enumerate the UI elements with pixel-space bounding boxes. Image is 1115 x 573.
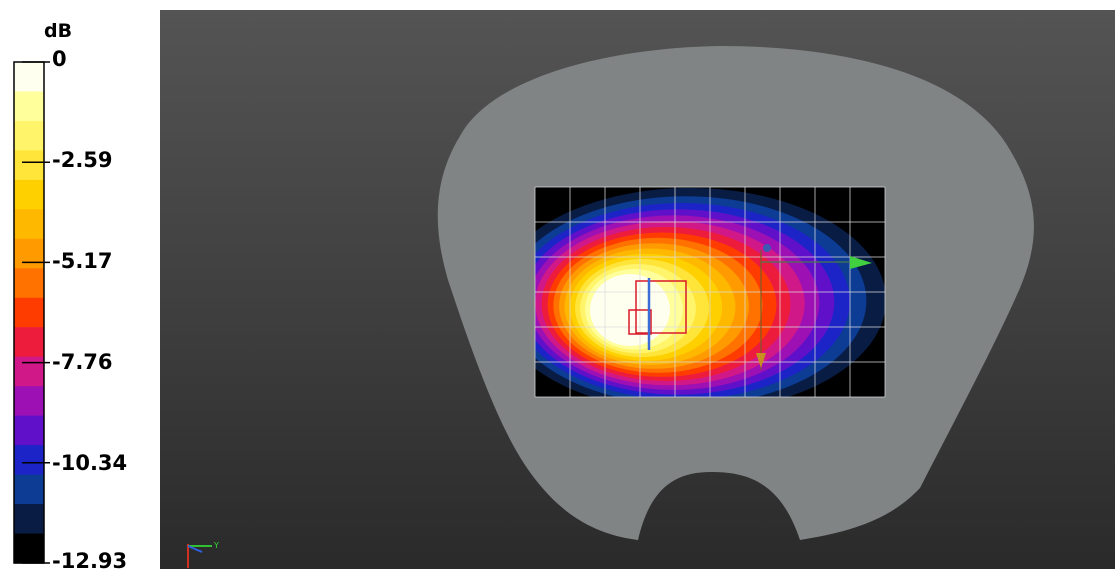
colorbar-band — [14, 386, 44, 417]
colorbar-band — [14, 327, 44, 358]
colorbar-legend: dB 0 -2.59 -5.17 -7.76 -10.34 -12.93 — [0, 0, 160, 573]
scan-grid — [534, 186, 886, 398]
phantom-scene[interactable] — [160, 10, 1115, 569]
colorbar-band — [14, 238, 44, 269]
colorbar-unit: dB — [44, 20, 73, 42]
axis-y-label: Y — [213, 541, 219, 550]
colorbar-tick-3: -7.76 — [52, 350, 113, 374]
device-antenna-outline — [628, 309, 652, 335]
colorbar-band — [14, 209, 44, 240]
colorbar-band — [14, 445, 44, 476]
colorbar-tick-1: -2.59 — [52, 148, 113, 172]
x-axis-arrow — [850, 256, 872, 269]
colorbar-band — [14, 120, 44, 152]
orientation-axes-icon: Y — [187, 541, 219, 568]
colorbar-band — [14, 268, 44, 299]
3d-viewport[interactable]: Y — [160, 10, 1115, 569]
colorbar-band — [14, 297, 44, 328]
colorbar — [13, 61, 50, 564]
y-axis-arrow — [756, 353, 766, 368]
colorbar-tick-4: -10.34 — [52, 451, 128, 475]
peak-marker — [763, 244, 771, 252]
colorbar-band — [14, 356, 44, 387]
colorbar-tick-0: 0 — [52, 47, 67, 71]
colorbar-band — [14, 150, 44, 181]
colorbar-band — [14, 504, 44, 535]
colorbar-band — [14, 533, 44, 564]
colorbar-tick-2: -5.17 — [52, 249, 113, 273]
colorbar-band — [14, 415, 44, 446]
colorbar-band — [14, 62, 44, 93]
colorbar-band — [14, 91, 44, 122]
colorbar-band — [14, 474, 44, 505]
device-model — [628, 244, 872, 370]
device-body-outline — [635, 280, 687, 334]
colorbar-band — [14, 179, 44, 210]
colorbar-tick-5: -12.93 — [52, 549, 128, 573]
